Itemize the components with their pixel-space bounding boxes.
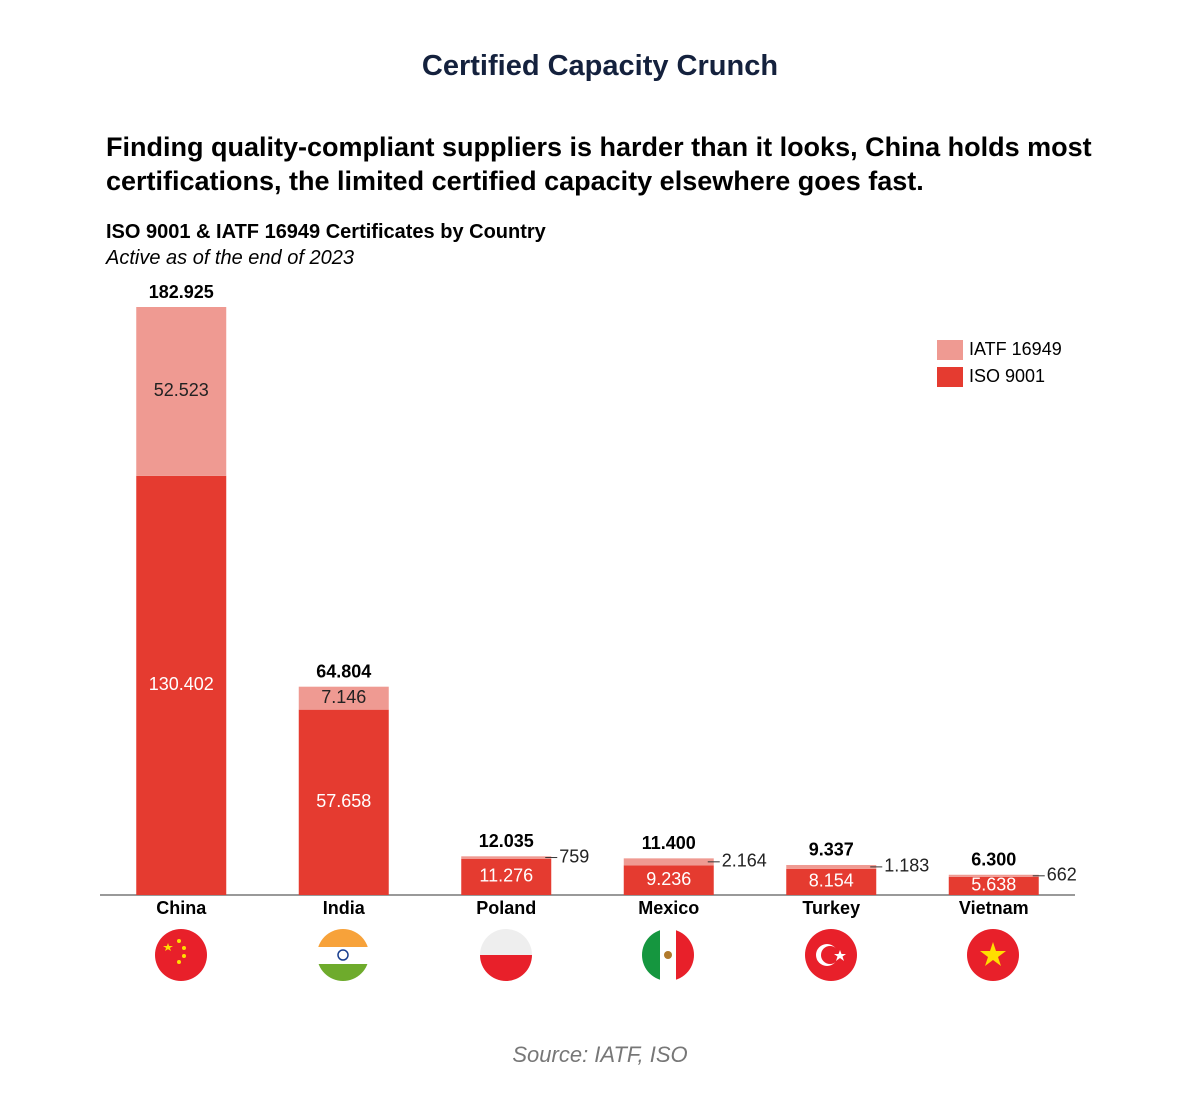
bar-segment — [623, 858, 714, 866]
bar-segment — [623, 865, 714, 895]
bar-segment — [948, 874, 1039, 877]
x-tick-label: Turkey — [802, 898, 860, 918]
x-tick-label: Vietnam — [959, 898, 1029, 918]
flag-mexico — [642, 929, 694, 981]
segment-label: 1.183 — [884, 856, 929, 876]
headline: Finding quality-compliant suppliers is h… — [106, 132, 1092, 196]
page-title: Certified Capacity Crunch — [421, 50, 779, 82]
bar-segment — [136, 307, 227, 476]
segment-label: 11.276 — [479, 866, 533, 886]
segment-label: 5.638 — [971, 875, 1016, 895]
flag-turkey — [805, 929, 857, 981]
bar-segment — [298, 709, 389, 895]
legend-label: IATF 16949 — [969, 339, 1062, 359]
flag-india — [317, 929, 369, 981]
segment-label: 2.164 — [722, 851, 767, 871]
bar-segment — [298, 686, 389, 710]
total-label: 11.400 — [642, 833, 696, 853]
bar-segment — [948, 876, 1039, 895]
bar-segment — [786, 868, 877, 895]
total-label: 12.035 — [479, 831, 534, 851]
total-label: 182.925 — [149, 282, 214, 302]
legend-swatch — [937, 340, 963, 360]
segment-label: 759 — [559, 846, 589, 866]
chart-subtitle: Active as of the end of 2023 — [106, 247, 354, 269]
legend-label: ISO 9001 — [969, 366, 1045, 386]
segment-label: 130.402 — [149, 674, 214, 694]
source-note: Source: IATF, ISO — [512, 1042, 688, 1067]
x-tick-label: Poland — [476, 898, 536, 918]
segment-label: 57.658 — [316, 791, 371, 811]
legend-swatch — [937, 367, 963, 387]
x-tick-label: China — [156, 898, 207, 918]
chart-title: ISO 9001 & IATF 16949 Certificates by Co… — [106, 221, 546, 243]
bar-segment — [461, 856, 552, 859]
flag-china — [155, 929, 207, 981]
bar-segment — [461, 858, 552, 895]
total-label: 6.300 — [971, 849, 1016, 869]
segment-label: 8.154 — [809, 871, 854, 891]
segment-label: 7.146 — [321, 687, 366, 707]
x-tick-label: Mexico — [638, 898, 699, 918]
bar-segment — [786, 864, 877, 869]
total-label: 9.337 — [809, 840, 854, 860]
bar-segment — [136, 475, 227, 895]
flag-poland — [480, 929, 532, 981]
segment-label: 9.236 — [646, 869, 691, 889]
flag-vietnam — [967, 929, 1019, 981]
chart: 130.402 52.523 182.925 China 57.658 7.146 64.8… — [100, 282, 1077, 981]
total-label: 64.804 — [316, 661, 371, 681]
segment-label: 52.523 — [154, 380, 209, 400]
x-tick-label: India — [323, 898, 366, 918]
segment-label: 662 — [1047, 865, 1077, 885]
